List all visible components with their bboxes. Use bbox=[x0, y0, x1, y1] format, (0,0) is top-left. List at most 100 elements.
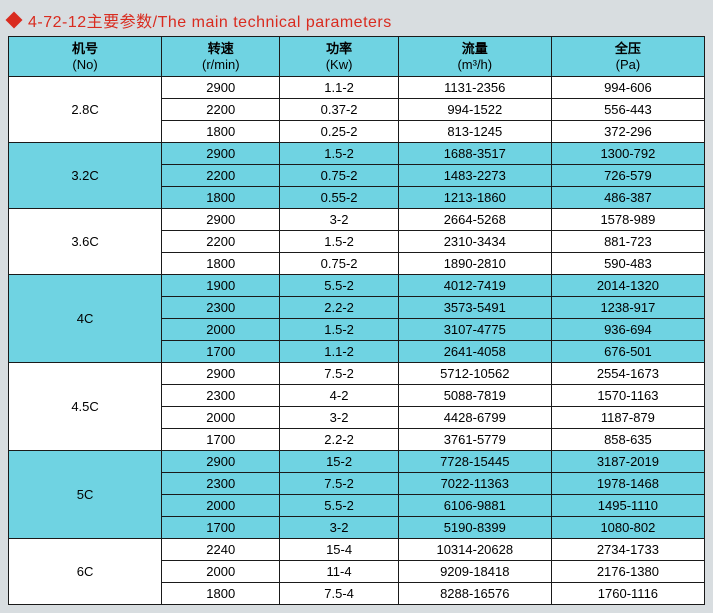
flow-cell: 4012-7419 bbox=[398, 275, 551, 297]
power-cell: 3-2 bbox=[280, 209, 398, 231]
flow-cell: 1688-3517 bbox=[398, 143, 551, 165]
power-cell: 7.5-4 bbox=[280, 583, 398, 605]
power-cell: 11-4 bbox=[280, 561, 398, 583]
pressure-cell: 1495-1110 bbox=[551, 495, 704, 517]
flow-cell: 5190-8399 bbox=[398, 517, 551, 539]
speed-cell: 1800 bbox=[162, 121, 280, 143]
flow-cell: 813-1245 bbox=[398, 121, 551, 143]
power-cell: 2.2-2 bbox=[280, 429, 398, 451]
flow-cell: 1131-2356 bbox=[398, 77, 551, 99]
power-cell: 1.5-2 bbox=[280, 231, 398, 253]
flow-cell: 9209-18418 bbox=[398, 561, 551, 583]
column-header-2: 功率(Kw) bbox=[280, 37, 398, 77]
speed-cell: 2200 bbox=[162, 99, 280, 121]
pressure-cell: 858-635 bbox=[551, 429, 704, 451]
table-row: 6C224015-410314-206282734-1733 bbox=[9, 539, 705, 561]
pressure-cell: 994-606 bbox=[551, 77, 704, 99]
flow-cell: 5712-10562 bbox=[398, 363, 551, 385]
pressure-cell: 1578-989 bbox=[551, 209, 704, 231]
flow-cell: 2641-4058 bbox=[398, 341, 551, 363]
table-row: 2.8C29001.1-21131-2356994-606 bbox=[9, 77, 705, 99]
model-cell: 3.6C bbox=[9, 209, 162, 275]
speed-cell: 2900 bbox=[162, 143, 280, 165]
power-cell: 7.5-2 bbox=[280, 363, 398, 385]
header-zh: 功率 bbox=[326, 41, 352, 56]
speed-cell: 2200 bbox=[162, 231, 280, 253]
flow-cell: 10314-20628 bbox=[398, 539, 551, 561]
speed-cell: 2300 bbox=[162, 473, 280, 495]
pressure-cell: 2554-1673 bbox=[551, 363, 704, 385]
pressure-cell: 590-483 bbox=[551, 253, 704, 275]
power-cell: 15-2 bbox=[280, 451, 398, 473]
pressure-cell: 1238-917 bbox=[551, 297, 704, 319]
flow-cell: 2664-5268 bbox=[398, 209, 551, 231]
header-zh: 转速 bbox=[208, 41, 234, 56]
pressure-cell: 1300-792 bbox=[551, 143, 704, 165]
speed-cell: 2000 bbox=[162, 407, 280, 429]
power-cell: 1.5-2 bbox=[280, 143, 398, 165]
speed-cell: 1800 bbox=[162, 253, 280, 275]
column-header-0: 机号(No) bbox=[9, 37, 162, 77]
pressure-cell: 936-694 bbox=[551, 319, 704, 341]
page-title: 4-72-12主要参数/The main technical parameter… bbox=[28, 8, 392, 32]
speed-cell: 1700 bbox=[162, 517, 280, 539]
header-zh: 机号 bbox=[72, 41, 98, 56]
pressure-cell: 2014-1320 bbox=[551, 275, 704, 297]
speed-cell: 1800 bbox=[162, 583, 280, 605]
speed-cell: 2000 bbox=[162, 561, 280, 583]
model-cell: 4.5C bbox=[9, 363, 162, 451]
speed-cell: 1800 bbox=[162, 187, 280, 209]
pressure-cell: 556-443 bbox=[551, 99, 704, 121]
power-cell: 3-2 bbox=[280, 407, 398, 429]
parameters-table: 机号(No)转速(r/min)功率(Kw)流量(m³/h)全压(Pa) 2.8C… bbox=[8, 36, 705, 605]
power-cell: 4-2 bbox=[280, 385, 398, 407]
power-cell: 7.5-2 bbox=[280, 473, 398, 495]
flow-cell: 3761-5779 bbox=[398, 429, 551, 451]
speed-cell: 2300 bbox=[162, 297, 280, 319]
flow-cell: 7728-15445 bbox=[398, 451, 551, 473]
speed-cell: 1900 bbox=[162, 275, 280, 297]
pressure-cell: 1570-1163 bbox=[551, 385, 704, 407]
flow-cell: 3573-5491 bbox=[398, 297, 551, 319]
flow-cell: 994-1522 bbox=[398, 99, 551, 121]
power-cell: 0.75-2 bbox=[280, 253, 398, 275]
power-cell: 1.1-2 bbox=[280, 341, 398, 363]
model-cell: 5C bbox=[9, 451, 162, 539]
model-cell: 6C bbox=[9, 539, 162, 605]
header-zh: 流量 bbox=[462, 41, 488, 56]
column-header-4: 全压(Pa) bbox=[551, 37, 704, 77]
power-cell: 15-4 bbox=[280, 539, 398, 561]
speed-cell: 2000 bbox=[162, 319, 280, 341]
speed-cell: 2200 bbox=[162, 165, 280, 187]
header-en: (Kw) bbox=[282, 57, 395, 73]
header-en: (m³/h) bbox=[401, 57, 549, 73]
model-cell: 4C bbox=[9, 275, 162, 363]
table-row: 5C290015-27728-154453187-2019 bbox=[9, 451, 705, 473]
power-cell: 1.1-2 bbox=[280, 77, 398, 99]
power-cell: 5.5-2 bbox=[280, 495, 398, 517]
pressure-cell: 2176-1380 bbox=[551, 561, 704, 583]
pressure-cell: 3187-2019 bbox=[551, 451, 704, 473]
table-header: 机号(No)转速(r/min)功率(Kw)流量(m³/h)全压(Pa) bbox=[9, 37, 705, 77]
speed-cell: 2240 bbox=[162, 539, 280, 561]
pressure-cell: 2734-1733 bbox=[551, 539, 704, 561]
speed-cell: 2300 bbox=[162, 385, 280, 407]
table-row: 3.2C29001.5-21688-35171300-792 bbox=[9, 143, 705, 165]
column-header-1: 转速(r/min) bbox=[162, 37, 280, 77]
model-cell: 2.8C bbox=[9, 77, 162, 143]
title-row: 4-72-12主要参数/The main technical parameter… bbox=[8, 8, 705, 32]
power-cell: 5.5-2 bbox=[280, 275, 398, 297]
flow-cell: 1213-1860 bbox=[398, 187, 551, 209]
speed-cell: 2900 bbox=[162, 77, 280, 99]
pressure-cell: 881-723 bbox=[551, 231, 704, 253]
flow-cell: 1483-2273 bbox=[398, 165, 551, 187]
speed-cell: 2000 bbox=[162, 495, 280, 517]
speed-cell: 1700 bbox=[162, 429, 280, 451]
power-cell: 1.5-2 bbox=[280, 319, 398, 341]
flow-cell: 3107-4775 bbox=[398, 319, 551, 341]
power-cell: 0.25-2 bbox=[280, 121, 398, 143]
table-row: 3.6C29003-22664-52681578-989 bbox=[9, 209, 705, 231]
pressure-cell: 372-296 bbox=[551, 121, 704, 143]
pressure-cell: 1080-802 bbox=[551, 517, 704, 539]
pressure-cell: 1187-879 bbox=[551, 407, 704, 429]
